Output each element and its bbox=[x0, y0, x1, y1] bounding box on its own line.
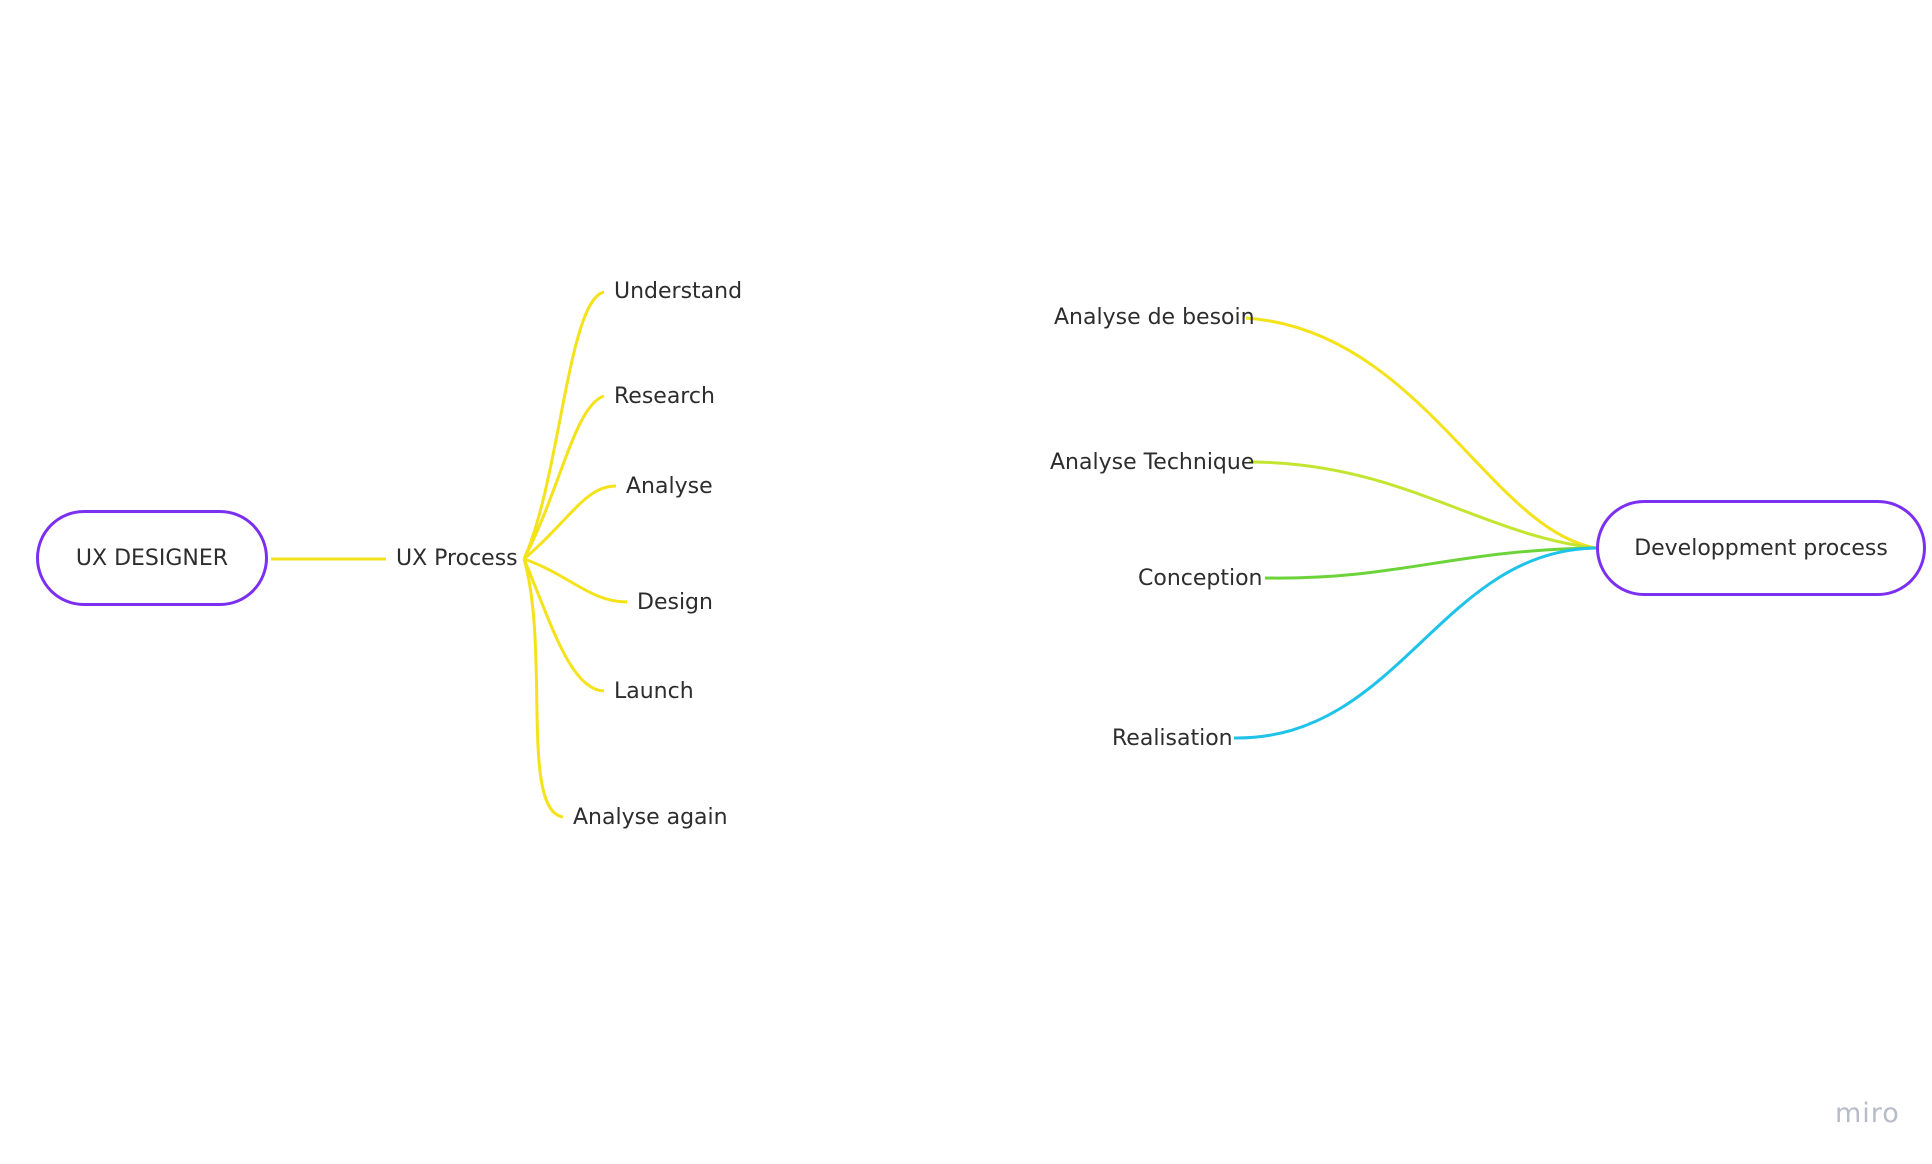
link-analyse bbox=[523, 484, 617, 561]
node-conception[interactable]: Conception bbox=[1138, 566, 1263, 591]
link-realisation bbox=[1233, 546, 1597, 740]
node-analyse-again[interactable]: Analyse again bbox=[573, 805, 728, 830]
link-research bbox=[522, 394, 605, 560]
node-analyse-de-besoin[interactable]: Analyse de besoin bbox=[1054, 305, 1255, 330]
link-design bbox=[523, 557, 628, 604]
node-design[interactable]: Design bbox=[637, 590, 713, 615]
root-node-label: UX DESIGNER bbox=[75, 545, 229, 571]
node-understand[interactable]: Understand bbox=[614, 279, 743, 304]
miro-watermark: miro bbox=[1835, 1098, 1900, 1129]
node-launch[interactable]: Launch bbox=[614, 679, 694, 704]
node-research[interactable]: Research bbox=[614, 384, 715, 409]
link-analyse-again bbox=[522, 558, 564, 819]
node-analyse-technique[interactable]: Analyse Technique bbox=[1050, 450, 1255, 475]
link-analyse-technique bbox=[1248, 460, 1597, 550]
link-conception bbox=[1264, 546, 1597, 580]
link-analyse-de-besoin bbox=[1245, 316, 1597, 550]
link-understand bbox=[522, 290, 605, 560]
link-launch bbox=[522, 558, 605, 693]
root-node-label: Developpment process bbox=[1634, 535, 1888, 561]
root-node-developpment-process[interactable]: Developpment process bbox=[1596, 500, 1926, 596]
node-realisation[interactable]: Realisation bbox=[1112, 726, 1233, 751]
root-node-ux-designer[interactable]: UX DESIGNER bbox=[36, 510, 268, 606]
node-analyse[interactable]: Analyse bbox=[626, 474, 713, 499]
node-ux-process[interactable]: UX Process bbox=[396, 546, 518, 571]
